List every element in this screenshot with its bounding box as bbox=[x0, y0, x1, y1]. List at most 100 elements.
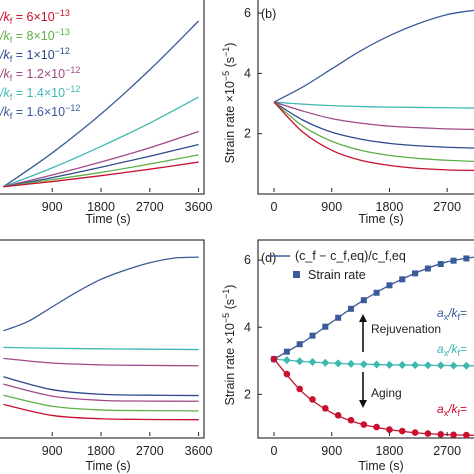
panel-d-marker-diamond-1-12 bbox=[423, 361, 432, 370]
panel-d-marker-circle-2-15 bbox=[463, 431, 470, 439]
panel-d-marker-diamond-1-15 bbox=[462, 361, 471, 370]
panel-b-ylabel-main: Strain rate ×10 bbox=[223, 81, 237, 163]
panel-d-marker-diamond-1-7 bbox=[359, 360, 368, 369]
panel-c-series-line-0 bbox=[3, 256, 199, 332]
panel-a-legend-item-5-part-2: = 1.6×10 bbox=[12, 105, 65, 119]
panel-d-side-label-2-part-2: /k bbox=[447, 402, 458, 416]
panel-d-ytick-label-1: 4 bbox=[244, 320, 251, 334]
panel-d-marker-circle-2-0 bbox=[270, 355, 278, 363]
panel-d-side-label-2-part-1: x bbox=[444, 408, 449, 418]
panel-d-marker-diamond-1-1 bbox=[282, 356, 291, 365]
panel-d-aging-arrowhead bbox=[359, 400, 367, 408]
panel-d-marker-square-0-3 bbox=[309, 332, 316, 339]
panel-b-ytick-label-2: 6 bbox=[244, 6, 251, 20]
panel-a-legend-item-1-part-2: = 8×10 bbox=[12, 29, 54, 43]
panel-c-xtick-label-3: 3600 bbox=[185, 444, 213, 458]
panel-d-series bbox=[270, 255, 474, 439]
panel-d-yticks: 2 4 6 bbox=[244, 253, 262, 401]
panel-c-xticks: 900 1800 2700 3600 bbox=[42, 432, 213, 458]
panel-d-side-label-2-part-0: a bbox=[437, 402, 444, 416]
panel-d-marker-square-0-7 bbox=[360, 297, 367, 304]
panel-d-xlabel: Time (s) bbox=[358, 459, 403, 473]
panel-d-marker-diamond-1-14 bbox=[449, 361, 458, 370]
panel-d-ylabel-unit-exp: −1 bbox=[221, 289, 231, 299]
panel-d-side-label-1-part-1: x bbox=[444, 348, 449, 358]
panel-d-series-line-0 bbox=[273, 256, 474, 360]
panel-a-legend-item-1-part-1: f bbox=[10, 35, 13, 45]
panel-d-marker-circle-2-12 bbox=[424, 430, 432, 437]
panel-d-marker-square-0-6 bbox=[347, 305, 354, 312]
panel-b-ylabel-unit: (s bbox=[223, 57, 237, 71]
panel-c-series-line-5 bbox=[3, 394, 199, 412]
panel-d-marker-square-0-10 bbox=[399, 276, 406, 283]
panel-a-xtick-label-1: 1800 bbox=[87, 200, 115, 214]
panel-a-legend-item-5: /kf = 1.6×10−12 bbox=[0, 103, 80, 121]
panel-d-side-label-2-part-4: = bbox=[460, 402, 467, 416]
panel-d-xticks: 0 900 1800 2700 bbox=[271, 432, 461, 458]
panel-c-xtick-label-2: 2700 bbox=[136, 444, 164, 458]
panel-d-marker-square-0-4 bbox=[322, 323, 329, 330]
panel-d-side-labels: ax/kf=ax/kf=ax/kf= bbox=[437, 306, 467, 418]
panel-d-marker-diamond-1-9 bbox=[385, 360, 394, 369]
panel-b-series-line-1 bbox=[273, 101, 474, 109]
panel-d-ylabel-exp: −5 bbox=[221, 313, 231, 323]
panel-a-series-line-3 bbox=[3, 143, 199, 188]
panel-b-series-line-5 bbox=[273, 101, 474, 172]
panel-c-series-line-2 bbox=[3, 357, 199, 367]
panel-c-series bbox=[3, 256, 199, 421]
panel-a-xtick-label-3: 3600 bbox=[185, 200, 213, 214]
panel-b-xtick-label-0: 0 bbox=[271, 200, 278, 214]
panel-d-side-label-1-part-2: /k bbox=[447, 342, 458, 356]
panel-d-ylabel-close: ) bbox=[223, 285, 237, 289]
panel-d-rejuvenation-arrowhead bbox=[359, 314, 367, 322]
panel-b-frame bbox=[257, 0, 474, 195]
panel-d-aging-label: Aging bbox=[371, 386, 402, 400]
panel-c-series-line-4 bbox=[3, 383, 199, 402]
panel-a-legend-item-2-part-0: /k bbox=[0, 48, 10, 62]
panel-d-marker-diamond-1-6 bbox=[346, 359, 355, 368]
panel-a-series-line-4 bbox=[3, 154, 199, 188]
panel-d-side-label-1-part-4: = bbox=[460, 342, 467, 356]
panel-d-ylabel-main: Strain rate ×10 bbox=[223, 323, 237, 405]
panel-d-xtick-label-0: 0 bbox=[271, 444, 278, 458]
panel-d-marker-circle-2-1 bbox=[283, 370, 291, 378]
panel-a-series-line-5 bbox=[3, 161, 199, 188]
panel-a-series bbox=[3, 20, 200, 188]
panel-c-series-line-3 bbox=[3, 376, 199, 397]
panel-b-label: (b) bbox=[261, 7, 276, 21]
panel-d-marker-square-0-15 bbox=[463, 255, 470, 262]
panel-d-marker-square-0-5 bbox=[335, 314, 342, 321]
panel-b-ylabel: Strain rate ×10−5 (s−1) bbox=[221, 43, 237, 164]
panel-a-legend-item-3-part-1: f bbox=[10, 73, 13, 83]
panel-d-marker-square-0-11 bbox=[412, 270, 419, 277]
panel-d-ylabel: Strain rate ×10−5 (s−1) bbox=[221, 285, 237, 406]
panel-d-marker-square-0-14 bbox=[450, 257, 457, 264]
panel-b-series-line-4 bbox=[273, 101, 474, 163]
panel-d-side-label-0-part-2: /k bbox=[447, 306, 458, 320]
panel-a-legend-item-3-part-2: = 1.2×10 bbox=[12, 67, 65, 81]
panel-d-marker-diamond-1-3 bbox=[308, 358, 317, 367]
panel-a-xticks: 900 1800 2700 3600 bbox=[42, 188, 213, 214]
panel-a: 900 1800 2700 3600 Time (s) /kf = 6×10−13/k… bbox=[0, 0, 213, 226]
panel-d-marker-circle-2-13 bbox=[437, 430, 445, 438]
panel-d-marker-circle-2-14 bbox=[450, 431, 457, 439]
panel-d-marker-circle-2-11 bbox=[411, 429, 419, 436]
panel-a-legend-item-1-part-3: −13 bbox=[55, 27, 70, 37]
panel-b-xtick-label-2: 1800 bbox=[376, 200, 404, 214]
panel-d-side-label-1-part-0: a bbox=[437, 342, 444, 356]
panel-a-legend-item-2-part-2: = 1×10 bbox=[12, 48, 54, 62]
panel-a-xtick-label-2: 2700 bbox=[136, 200, 164, 214]
panel-d-side-label-0-part-0: a bbox=[437, 306, 444, 320]
panel-a-legend-item-3-part-3: −12 bbox=[65, 65, 80, 75]
panel-d-legend-marker-swatch bbox=[293, 271, 300, 278]
panel-a-legend-item-2-part-3: −12 bbox=[55, 46, 70, 56]
panel-a-legend-item-1: /kf = 8×10−13 bbox=[0, 27, 70, 45]
panel-d-marker-diamond-1-8 bbox=[372, 360, 381, 369]
panel-a-legend-item-2: /kf = 1×10−12 bbox=[0, 46, 70, 64]
panel-b-ytick-label-0: 2 bbox=[244, 127, 251, 141]
panel-a-legend-item-3-part-0: /k bbox=[0, 67, 10, 81]
panel-d-marker-circle-2-3 bbox=[309, 396, 316, 403]
panel-c-series-line-1 bbox=[3, 346, 199, 351]
panel-d-side-label-2-part-3: f bbox=[458, 408, 461, 418]
panel-a-frame bbox=[0, 0, 205, 195]
